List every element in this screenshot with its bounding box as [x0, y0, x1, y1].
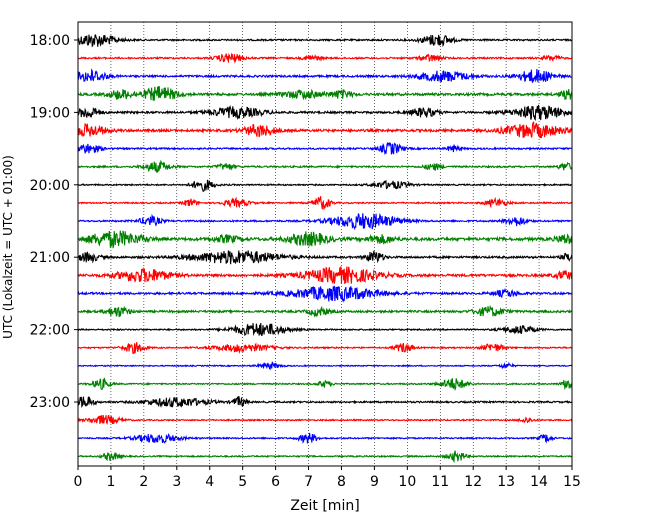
trace-2345 [77, 450, 573, 464]
trace-2330 [77, 432, 573, 444]
y-tick-label: 19:00 [30, 105, 70, 121]
plot-frame [77, 21, 573, 467]
trace-2015 [77, 196, 573, 210]
trace-1900 [77, 104, 573, 121]
x-tick-label: 4 [205, 474, 214, 490]
x-tick-label: 9 [370, 474, 379, 490]
x-tick-label: 3 [172, 474, 181, 490]
y-axis-label: UTC (Lokalzeit = UTC + 01:00) [1, 155, 15, 339]
trace-2130 [77, 285, 573, 303]
x-axis-label: Zeit [min] [290, 498, 359, 514]
x-tick-label: 1 [106, 474, 115, 490]
trace-1800 [77, 34, 573, 48]
trace-1930 [77, 141, 573, 156]
y-tick-label: 20:00 [30, 178, 70, 194]
x-axis: 0 1 2 3 4 5 6 7 8 9 10 11 12 13 14 15 [74, 466, 581, 490]
trace-2145 [77, 304, 573, 318]
y-tick-label: 18:00 [30, 33, 70, 49]
x-tick-label: 6 [271, 474, 280, 490]
x-tick-label: 0 [74, 474, 83, 490]
x-tick-label: 14 [530, 474, 548, 490]
trace-2115 [77, 266, 573, 285]
x-tick-label: 2 [139, 474, 148, 490]
trace-2100 [77, 250, 573, 265]
trace-2300 [77, 395, 573, 409]
x-tick-label: 5 [238, 474, 247, 490]
trace-2045 [77, 230, 573, 249]
x-tick-label: 12 [464, 474, 482, 490]
trace-1915 [77, 121, 573, 139]
trace-2000 [77, 179, 573, 192]
x-tick-label: 11 [431, 474, 449, 490]
trace-2245 [77, 376, 573, 392]
trace-2200 [77, 323, 573, 337]
x-tick-label: 7 [304, 474, 313, 490]
trace-1815 [77, 52, 573, 64]
trace-2215 [77, 342, 573, 355]
trace-1945 [77, 159, 573, 173]
trace-1845 [77, 86, 573, 101]
x-tick-label: 13 [497, 474, 515, 490]
trace-2315 [77, 414, 573, 425]
trace-2230 [77, 360, 573, 371]
x-tick-label: 8 [337, 474, 346, 490]
trace-1830 [77, 68, 573, 83]
trace-group [77, 34, 573, 464]
y-tick-label: 23:00 [30, 395, 70, 411]
trace-2030 [77, 212, 573, 231]
x-tick-label: 10 [398, 474, 416, 490]
y-axis: 18:00 19:00 20:00 21:00 22:00 23:00 [30, 33, 78, 411]
y-tick-label: 22:00 [30, 323, 70, 339]
x-tick-label: 15 [563, 474, 581, 490]
y-tick-label: 21:00 [30, 250, 70, 266]
